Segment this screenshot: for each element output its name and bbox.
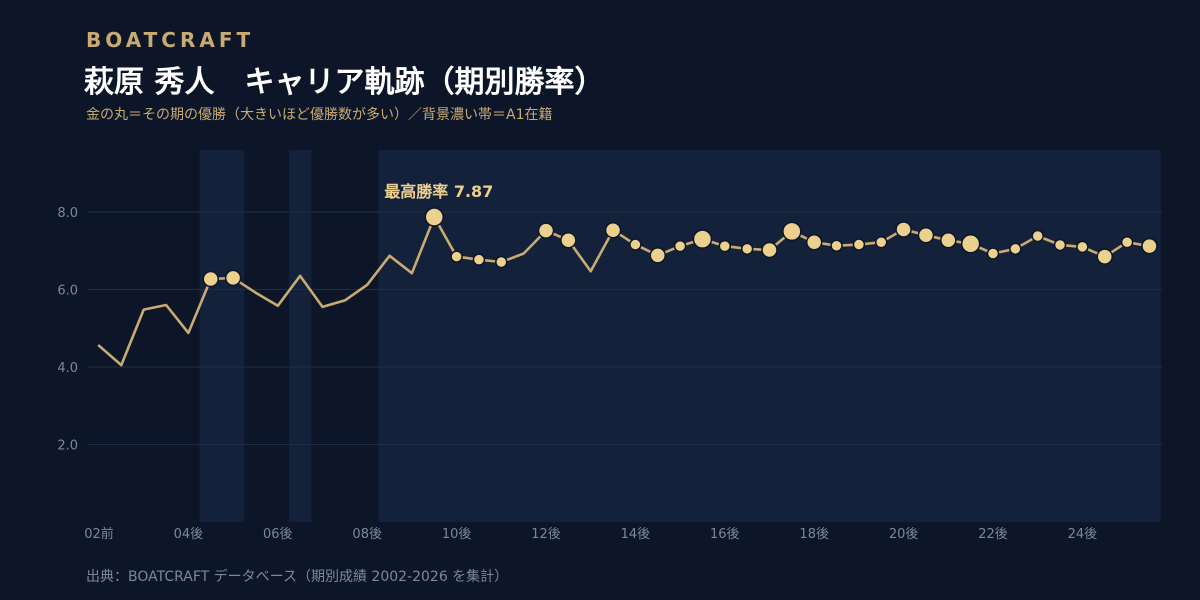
championship-marker <box>718 239 732 253</box>
championship-marker <box>960 234 981 254</box>
y-tick-label: 4.0 <box>57 361 78 376</box>
peak-annotation: 最高勝率 7.87 <box>384 182 493 201</box>
championship-marker <box>782 221 802 242</box>
championship-marker <box>940 232 957 249</box>
championship-marker <box>537 222 555 239</box>
championship-marker <box>986 247 1000 260</box>
championship-marker <box>495 255 508 269</box>
x-tick-label: 18後 <box>799 527 829 542</box>
championship-marker <box>1096 248 1113 265</box>
a1-band <box>199 150 245 522</box>
y-tick-label: 8.0 <box>57 206 78 221</box>
championship-marker <box>805 233 823 251</box>
x-tick-label: 20後 <box>889 527 919 542</box>
championship-marker <box>560 232 577 249</box>
x-tick-label: 12後 <box>531 527 561 542</box>
championship-marker <box>830 239 843 252</box>
a1-band <box>288 150 312 522</box>
x-tick-label: 24後 <box>1068 527 1098 542</box>
championship-marker <box>1053 238 1067 252</box>
chart-subtitle: 金の丸＝その期の優勝（大きいほど優勝数が多い）／背景濃い帯＝A1在籍 <box>86 107 553 123</box>
x-tick-label: 22後 <box>978 527 1008 542</box>
championship-marker <box>875 235 888 249</box>
championship-marker <box>1031 229 1044 243</box>
championship-marker <box>852 238 866 251</box>
x-tick-label: 14後 <box>621 527 651 542</box>
y-tick-label: 6.0 <box>57 284 78 299</box>
championship-marker <box>424 207 444 227</box>
championship-marker <box>604 221 622 239</box>
championship-marker <box>202 270 219 288</box>
x-tick-label: 06後 <box>263 527 293 542</box>
championship-marker <box>1141 237 1158 255</box>
x-tick-label: 16後 <box>710 527 740 542</box>
championship-marker <box>629 238 642 251</box>
championship-marker <box>673 239 687 253</box>
championship-marker <box>761 241 778 259</box>
x-tick-label: 08後 <box>352 527 382 542</box>
x-tick-label: 10後 <box>442 527 472 542</box>
chart-title: 萩原 秀人 キャリア軌跡（期別勝率） <box>84 65 605 100</box>
source-note: 出典：BOATCRAFT データベース（期別成績 2002-2026 を集計） <box>86 569 509 585</box>
championship-marker <box>1076 240 1089 254</box>
championship-marker <box>1120 235 1134 249</box>
x-tick-label: 04後 <box>174 527 204 542</box>
championship-marker <box>649 247 666 264</box>
x-tick-label: 02前 <box>84 526 114 542</box>
championship-marker <box>740 242 754 256</box>
championship-marker <box>472 253 486 266</box>
y-tick-label: 2.0 <box>57 439 78 454</box>
championship-marker <box>450 250 463 263</box>
championship-marker <box>917 227 935 244</box>
championship-marker <box>1009 242 1022 256</box>
championship-marker <box>692 229 713 249</box>
championship-marker <box>895 221 912 238</box>
championship-marker <box>224 269 242 287</box>
a1-band <box>378 150 1161 522</box>
brand-label: BOATCRAFT <box>86 28 255 52</box>
